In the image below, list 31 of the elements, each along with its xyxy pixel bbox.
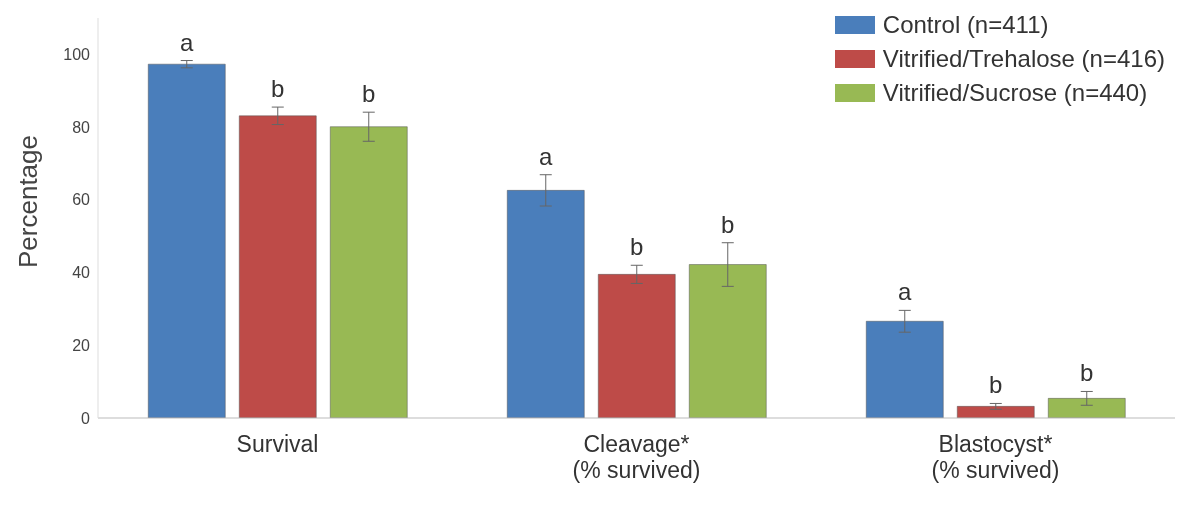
y-tick-label: 100 — [63, 46, 91, 64]
annotation: a — [539, 142, 554, 170]
legend-label: Control (n=411) — [882, 10, 1049, 40]
bar — [598, 274, 676, 418]
y-tick-label: 0 — [81, 409, 91, 427]
annotation: b — [989, 371, 1003, 399]
annotation: b — [721, 210, 735, 238]
annotation: b — [1080, 359, 1094, 387]
bar — [866, 321, 944, 418]
x-tick-label: Cleavage* (% survived) — [572, 431, 701, 483]
bar — [957, 406, 1035, 418]
annotation: b — [271, 75, 285, 103]
bar — [148, 63, 226, 418]
y-tick-label: 60 — [72, 191, 91, 209]
annotation: b — [362, 80, 376, 108]
annotation: a — [180, 28, 195, 56]
bar — [330, 126, 408, 418]
y-axis-title: Percentage — [13, 135, 44, 268]
bar — [239, 115, 317, 418]
x-tick-label: Blastocyst* (% survived) — [931, 431, 1060, 483]
legend-label: Vitrified/Trehalose (n=416) — [882, 44, 1165, 74]
annotation: b — [630, 233, 644, 261]
y-tick-label: 20 — [72, 336, 91, 354]
legend-label: Vitrified/Sucrose (n=440) — [882, 78, 1148, 108]
bar — [1048, 398, 1126, 418]
x-tick-label: Survival — [236, 431, 319, 457]
y-tick-label: 80 — [72, 118, 91, 136]
bar — [689, 264, 767, 418]
y-tick-label: 40 — [72, 264, 91, 282]
annotation: a — [898, 278, 913, 306]
bar — [507, 190, 585, 418]
